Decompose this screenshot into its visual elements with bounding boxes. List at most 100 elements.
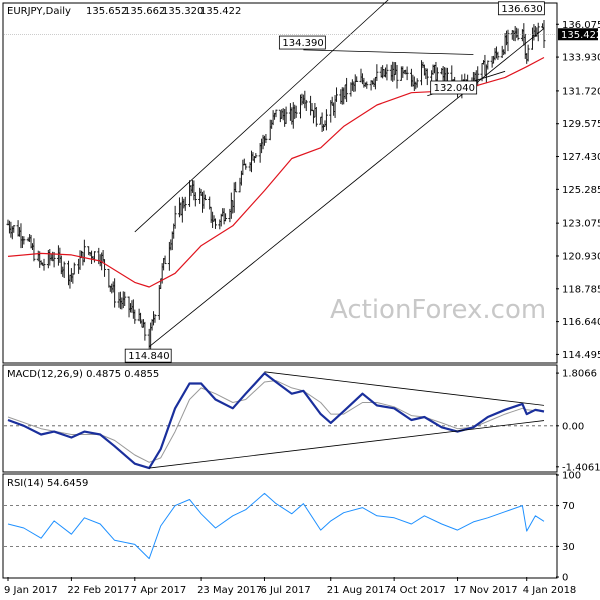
trendline-macd-lower xyxy=(149,420,545,469)
price-tick-label: 116.640 xyxy=(562,317,600,328)
x-tick-label: 6 Jul 2017 xyxy=(260,585,310,596)
price-bar xyxy=(123,291,127,307)
price-bar xyxy=(425,68,429,86)
price-bar xyxy=(395,64,399,89)
price-bar xyxy=(324,109,328,131)
x-axis: 9 Jan 2017 22 Feb 2017 7 Apr 2017 23 May 20… xyxy=(4,577,576,596)
price-bar xyxy=(284,106,288,124)
x-tick-label: 23 May 2017 xyxy=(197,585,262,596)
macd-axis: 1.8066 0.00 -1.4061 xyxy=(556,369,600,473)
price-bar xyxy=(355,76,359,82)
price-bar xyxy=(385,64,389,81)
price-bar xyxy=(224,213,228,222)
macd-plot xyxy=(4,371,556,470)
macd-signal-line xyxy=(7,380,545,463)
price-bar xyxy=(113,278,117,308)
rsi-line xyxy=(7,492,545,560)
macd-header: MACD(12,26,9) 0.4875 0.4855 xyxy=(7,369,159,380)
price-bar xyxy=(203,194,207,201)
svg-text:132.040: 132.040 xyxy=(434,83,475,94)
price-bar xyxy=(213,218,217,229)
rsi-axis: 100 70 30 0 xyxy=(556,471,581,584)
price-bar xyxy=(193,192,197,207)
price-bar xyxy=(526,44,530,62)
rsi-tick-label: 30 xyxy=(562,542,575,553)
trendline-channel-lower xyxy=(148,28,545,348)
price-bar xyxy=(254,153,258,159)
x-tick-label: 22 Feb 2017 xyxy=(67,585,129,596)
price-bar xyxy=(153,314,157,323)
price-bar xyxy=(107,268,111,288)
price-bar xyxy=(22,236,26,245)
price-tick-label: 127.430 xyxy=(562,152,600,163)
price-bar xyxy=(12,225,16,233)
price-bar xyxy=(294,105,298,118)
price-bar xyxy=(143,321,147,341)
price-bar xyxy=(496,51,500,60)
price-annotations: 136.630 134.390 132.040 114.840 xyxy=(124,1,545,363)
rsi-plot xyxy=(4,492,556,560)
last-price-box xyxy=(558,28,598,41)
svg-text:114.840: 114.840 xyxy=(128,351,169,362)
price-header-open: 135.652 xyxy=(86,6,127,17)
price-bar xyxy=(163,255,167,265)
price-bar xyxy=(486,60,490,70)
last-price-label: 135.422 xyxy=(561,30,600,41)
macd-tick-label: 1.8066 xyxy=(562,369,597,380)
trendline-resistance-134.39 xyxy=(303,49,474,55)
price-bar xyxy=(244,163,248,170)
price-bar xyxy=(314,106,318,127)
price-bars xyxy=(6,20,546,350)
price-bar xyxy=(103,259,107,277)
price-bar xyxy=(345,77,349,102)
macd-tick-label: 0.00 xyxy=(562,421,584,432)
price-bar xyxy=(42,258,46,271)
x-tick-label: 21 Aug 2017 xyxy=(327,585,391,596)
price-bar xyxy=(415,78,419,88)
price-bar xyxy=(274,109,278,118)
svg-text:136.630: 136.630 xyxy=(501,4,542,15)
price-tick-label: 131.720 xyxy=(562,86,600,97)
price-bar xyxy=(82,239,86,263)
macd-panel-frame xyxy=(2,364,558,473)
price-bar xyxy=(32,238,36,262)
price-header-close: 135.422 xyxy=(200,6,241,17)
trendline-channel-upper xyxy=(134,0,389,233)
price-header-symbol: EURJPY,Daily xyxy=(7,6,71,17)
price-header-low: 135.320 xyxy=(162,6,203,17)
price-tick-label: 120.930 xyxy=(562,251,600,262)
price-tick-label: 133.930 xyxy=(562,53,600,64)
price-bar xyxy=(173,205,177,229)
annotation-label: 114.840 xyxy=(124,348,172,363)
price-header-high: 135.662 xyxy=(124,6,165,17)
annotation-label: 136.630 xyxy=(497,1,545,16)
svg-text:134.390: 134.390 xyxy=(282,38,323,49)
trendline-macd-upper xyxy=(264,371,545,406)
price-bar xyxy=(72,262,76,275)
price-bar xyxy=(264,133,268,143)
price-tick-label: 136.075 xyxy=(562,20,600,31)
price-bar xyxy=(375,64,379,81)
rsi-tick-label: 100 xyxy=(562,471,581,482)
price-tick-label: 118.785 xyxy=(562,284,600,295)
x-tick-label: 9 Jan 2017 xyxy=(4,585,58,596)
price-tick-label: 125.285 xyxy=(562,185,600,196)
price-panel-frame xyxy=(2,2,558,364)
rsi-tick-label: 70 xyxy=(562,501,575,512)
price-bar xyxy=(365,81,369,89)
macd-tick-label: -1.4061 xyxy=(562,462,600,473)
price-axis: 136.075 133.930 131.720 129.575 127.430 125.2… xyxy=(556,20,600,361)
watermark: ActionForex.com xyxy=(330,295,546,325)
price-bar xyxy=(62,261,66,279)
price-bar xyxy=(335,87,339,102)
annotation-label: 134.390 xyxy=(278,35,326,50)
price-bar xyxy=(183,196,187,211)
macd-line xyxy=(7,372,545,470)
price-bar xyxy=(157,284,161,320)
price-bar xyxy=(234,181,238,193)
rsi-panel-frame xyxy=(2,473,558,579)
x-tick-label: 4 Jan 2018 xyxy=(523,585,577,596)
price-tick-label: 123.075 xyxy=(562,219,600,230)
